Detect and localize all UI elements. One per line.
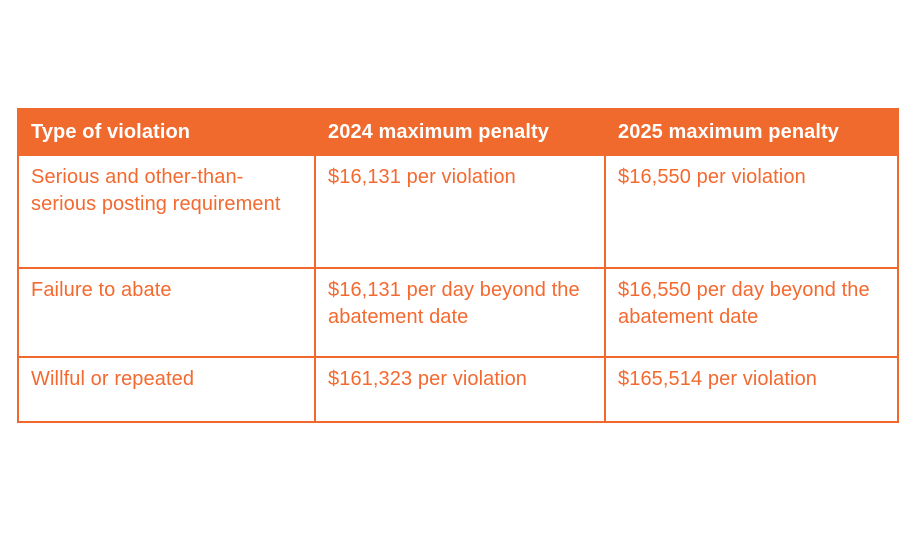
cell-2024-penalty: $161,323 per violation <box>314 356 606 423</box>
table-row: Failure to abate $16,131 per day beyond … <box>17 267 899 358</box>
cell-violation-type: Willful or repeated <box>17 356 316 423</box>
cell-2024-penalty: $16,131 per violation <box>314 154 606 269</box>
table-row: Serious and other-than-serious posting r… <box>17 154 899 269</box>
cell-2024-penalty: $16,131 per day beyond the abatement dat… <box>314 267 606 358</box>
header-row: Type of violation 2024 maximum penalty 2… <box>17 108 899 156</box>
penalty-table-header: Type of violation 2024 maximum penalty 2… <box>17 108 899 156</box>
column-header-2024-maximum-penalty: 2024 maximum penalty <box>314 108 606 156</box>
column-header-type-of-violation: Type of violation <box>17 108 316 156</box>
cell-violation-type: Serious and other-than-serious posting r… <box>17 154 316 269</box>
table-row: Willful or repeated $161,323 per violati… <box>17 356 899 423</box>
penalty-table: Type of violation 2024 maximum penalty 2… <box>17 108 899 423</box>
cell-2025-penalty: $16,550 per day beyond the abatement dat… <box>604 267 899 358</box>
cell-violation-type: Failure to abate <box>17 267 316 358</box>
cell-2025-penalty: $16,550 per violation <box>604 154 899 269</box>
column-header-2025-maximum-penalty: 2025 maximum penalty <box>604 108 899 156</box>
penalty-table-body: Serious and other-than-serious posting r… <box>17 154 899 423</box>
cell-2025-penalty: $165,514 per violation <box>604 356 899 423</box>
